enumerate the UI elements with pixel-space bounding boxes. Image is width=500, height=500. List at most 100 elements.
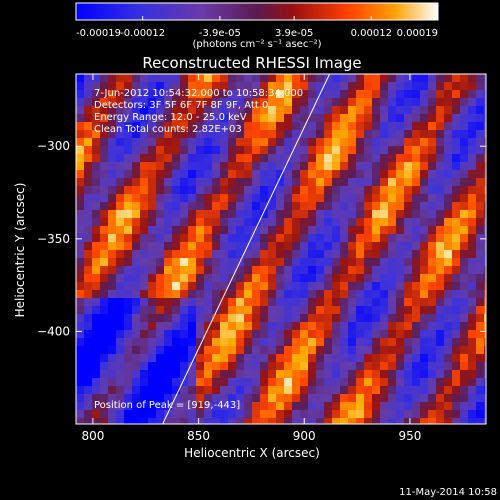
heatmap-cell: [276, 234, 284, 242]
heatmap-cell: [156, 354, 164, 362]
heatmap-cell: [284, 362, 292, 370]
heatmap-cell: [164, 338, 172, 346]
heatmap-cell: [164, 402, 172, 410]
heatmap-cell: [132, 410, 140, 418]
heatmap-cell: [236, 194, 244, 202]
heatmap-cell: [172, 226, 180, 234]
heatmap-cell: [404, 162, 412, 170]
heatmap-cell: [220, 226, 228, 234]
heatmap-cell: [236, 322, 244, 330]
heatmap-cell: [340, 242, 348, 250]
heatmap-cell: [396, 330, 404, 338]
heatmap-cell: [252, 274, 260, 282]
heatmap-cell: [204, 354, 212, 362]
heatmap-cell: [396, 418, 404, 424]
heatmap-cell: [372, 322, 380, 330]
heatmap-cell: [92, 194, 100, 202]
heatmap-cell: [204, 154, 212, 162]
heatmap-cell: [308, 330, 316, 338]
heatmap-cell: [404, 354, 412, 362]
heatmap-cell: [468, 266, 476, 274]
heatmap-cell: [284, 386, 292, 394]
heatmap-cell: [220, 418, 228, 424]
heatmap-cell: [460, 378, 468, 386]
heatmap-cell: [436, 330, 444, 338]
heatmap-cell: [244, 402, 252, 410]
heatmap-cell: [460, 250, 468, 258]
heatmap-cell: [236, 98, 244, 106]
heatmap-cell: [300, 362, 308, 370]
heatmap-cell: [252, 146, 260, 154]
heatmap-cell: [76, 418, 84, 424]
heatmap-cell: [412, 122, 420, 130]
heatmap-cell: [356, 266, 364, 274]
heatmap-cell: [340, 82, 348, 90]
heatmap-cell: [476, 418, 484, 424]
heatmap-cell: [276, 74, 284, 82]
heatmap-cell: [476, 234, 484, 242]
heatmap-cell: [252, 226, 260, 234]
heatmap-cell: [460, 90, 468, 98]
heatmap-cell: [220, 74, 228, 82]
heatmap-cell: [180, 250, 188, 258]
heatmap-cell: [284, 194, 292, 202]
heatmap-cell: [436, 410, 444, 418]
heatmap-cell: [476, 306, 484, 314]
heatmap-cell: [316, 202, 324, 210]
heatmap-cell: [324, 122, 332, 130]
heatmap-cell: [300, 154, 308, 162]
heatmap-cell: [76, 226, 84, 234]
heatmap-cell: [92, 242, 100, 250]
heatmap-cell: [476, 258, 484, 266]
heatmap-cell: [332, 210, 340, 218]
heatmap-cell: [140, 154, 148, 162]
heatmap-cell: [364, 322, 372, 330]
heatmap-cell: [196, 298, 204, 306]
heatmap-cell: [388, 370, 396, 378]
heatmap-cell: [484, 394, 486, 402]
heatmap-cell: [292, 82, 300, 90]
heatmap-cell: [404, 266, 412, 274]
heatmap-cell: [308, 74, 316, 82]
heatmap-cell: [108, 306, 116, 314]
heatmap-cell: [116, 298, 124, 306]
heatmap-cell: [148, 242, 156, 250]
heatmap-cell: [212, 402, 220, 410]
heatmap-cell: [188, 106, 196, 114]
heatmap-cell: [180, 242, 188, 250]
heatmap-cell: [116, 130, 124, 138]
heatmap-cell: [172, 346, 180, 354]
heatmap-cell: [164, 258, 172, 266]
heatmap-cell: [116, 202, 124, 210]
heatmap-cell: [340, 330, 348, 338]
heatmap-cell: [76, 362, 84, 370]
colorbar-tick-label: 3.9e-05: [275, 28, 313, 39]
heatmap-cell: [204, 106, 212, 114]
heatmap-cell: [340, 322, 348, 330]
heatmap-cell: [300, 218, 308, 226]
heatmap-cell: [260, 250, 268, 258]
heatmap-cell: [436, 162, 444, 170]
heatmap-cell: [420, 370, 428, 378]
heatmap-cell: [156, 218, 164, 226]
heatmap-cell: [244, 282, 252, 290]
heatmap-cell: [460, 402, 468, 410]
heatmap-cell: [300, 98, 308, 106]
heatmap-cell: [388, 250, 396, 258]
heatmap-cell: [468, 370, 476, 378]
heatmap-cell: [180, 298, 188, 306]
heatmap-cell: [180, 354, 188, 362]
heatmap-cell: [244, 154, 252, 162]
heatmap-cell: [84, 362, 92, 370]
heatmap-cell: [132, 330, 140, 338]
heatmap-cell: [284, 282, 292, 290]
heatmap-cell: [148, 330, 156, 338]
heatmap-cell: [188, 226, 196, 234]
heatmap-cell: [100, 306, 108, 314]
heatmap-cell: [460, 234, 468, 242]
heatmap-cell: [92, 234, 100, 242]
heatmap-cell: [308, 234, 316, 242]
heatmap-cell: [124, 122, 132, 130]
heatmap-cell: [356, 410, 364, 418]
heatmap-cell: [236, 314, 244, 322]
